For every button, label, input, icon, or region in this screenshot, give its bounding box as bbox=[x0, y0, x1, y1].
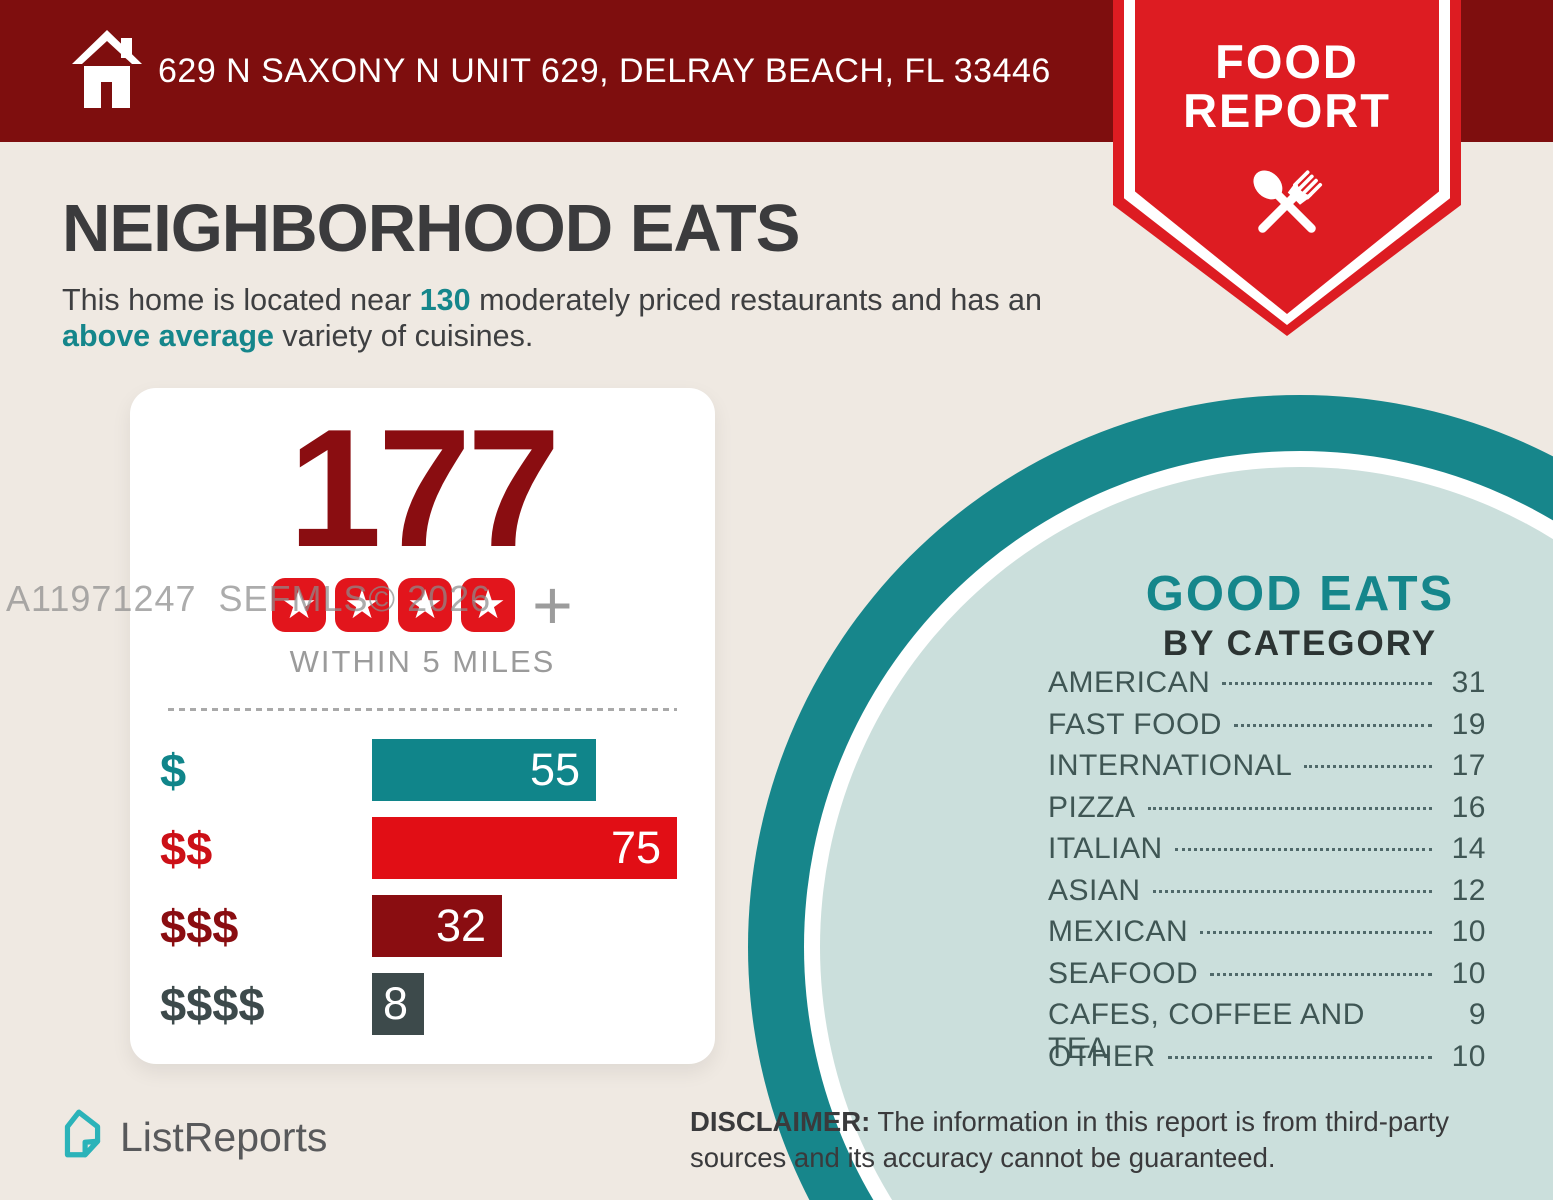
category-row: CAFES, COFFEE AND TEA 9 bbox=[1048, 998, 1486, 1065]
price-tier-bar: 8 bbox=[372, 973, 424, 1035]
total-restaurant-count: 177 bbox=[288, 394, 560, 582]
price-tier-value: 55 bbox=[529, 744, 580, 795]
price-tier-label: $$$$ bbox=[160, 977, 265, 1031]
variety-highlight: above average bbox=[62, 319, 274, 354]
intro-text-2: moderately priced restaurants and has an bbox=[470, 283, 1042, 317]
category-value: 16 bbox=[1451, 790, 1486, 824]
dotted-leader bbox=[1147, 806, 1432, 810]
category-value: 31 bbox=[1451, 666, 1486, 699]
star-rating: ★ ★ ★ ★ + bbox=[130, 566, 715, 644]
price-tier-row: $55 bbox=[160, 739, 715, 801]
category-list: AMERICAN 31 FAST FOOD 19 INTERNATIONAL 17 PIZZ… bbox=[1048, 666, 1486, 1081]
home-icon bbox=[72, 28, 142, 115]
stats-card: 177 ★ ★ ★ ★ + WITHIN 5 MILES $55 $$ 75 $$$ 32 $$$… bbox=[130, 388, 715, 1064]
property-address: 629 N SAXONY N UNIT 629, DELRAY BEACH, F… bbox=[158, 51, 1051, 90]
dashed-divider bbox=[168, 708, 677, 711]
category-value: 19 bbox=[1451, 707, 1486, 741]
category-value: 14 bbox=[1451, 832, 1486, 865]
price-tier-row: $$ 75 bbox=[160, 817, 715, 879]
intro-paragraph: This home is located near 130 moderately… bbox=[62, 282, 1092, 355]
spoon-fork-icon bbox=[1113, 150, 1461, 263]
good-eats-subtitle: BY CATEGORY bbox=[1162, 624, 1438, 663]
listreports-logo-icon bbox=[58, 1108, 106, 1167]
good-eats-title: GOOD EATS bbox=[1145, 567, 1455, 621]
disclaimer: DISCLAIMER: The information in this repo… bbox=[690, 1104, 1520, 1176]
category-value: 10 bbox=[1451, 956, 1486, 990]
price-tier-label: $$ bbox=[160, 821, 213, 875]
restaurant-count-highlight: 130 bbox=[419, 283, 471, 317]
category-label: ITALIAN bbox=[1048, 832, 1163, 865]
price-tier-value: 75 bbox=[610, 822, 661, 873]
category-row: OTHER 10 bbox=[1048, 1040, 1486, 1082]
price-tier-value: 32 bbox=[435, 900, 486, 951]
category-value: 10 bbox=[1451, 1039, 1486, 1073]
star-icon: ★ bbox=[398, 578, 453, 632]
dotted-leader bbox=[1152, 889, 1432, 893]
badge-title-line1: FOOD bbox=[1215, 35, 1359, 88]
category-value: 9 bbox=[1468, 998, 1486, 1031]
badge-content: FOOD REPORT bbox=[1113, 35, 1461, 263]
intro-text-1: This home is located near bbox=[62, 283, 420, 317]
dotted-leader bbox=[1222, 682, 1432, 685]
star-icon: ★ bbox=[461, 578, 516, 632]
category-row: MEXICAN 10 bbox=[1048, 915, 1486, 957]
badge-title-line2: REPORT bbox=[1183, 83, 1391, 137]
category-row: PIZZA 16 bbox=[1048, 791, 1486, 833]
category-row: ITALIAN 14 bbox=[1048, 832, 1486, 874]
listreports-wordmark: ListReports bbox=[120, 1114, 328, 1160]
price-tier-row: $$$$ 8 bbox=[160, 973, 715, 1035]
disclaimer-text: The information in this report is from t… bbox=[690, 1106, 1450, 1173]
dotted-leader bbox=[1233, 723, 1432, 727]
star-icon: ★ bbox=[335, 578, 390, 632]
category-label: SEAFOOD bbox=[1048, 956, 1199, 990]
dotted-leader bbox=[1174, 848, 1432, 851]
price-tier-bar: 75 bbox=[372, 817, 677, 879]
category-row: INTERNATIONAL 17 bbox=[1048, 749, 1486, 791]
category-row: AMERICAN 31 bbox=[1048, 666, 1486, 708]
price-tier-bar: 32 bbox=[372, 895, 502, 957]
dotted-leader bbox=[1200, 931, 1432, 934]
category-label: AMERICAN bbox=[1048, 666, 1211, 699]
price-tier-label: $$$ bbox=[160, 899, 239, 953]
price-tier-bar: 55 bbox=[372, 739, 596, 801]
food-report-badge: FOOD REPORT bbox=[1113, 0, 1461, 336]
category-value: 10 bbox=[1451, 915, 1486, 948]
plus-icon: + bbox=[532, 566, 573, 644]
dotted-leader bbox=[1304, 765, 1432, 768]
good-eats-heading: GOOD EATS BY CATEGORY bbox=[1050, 566, 1550, 664]
category-label: OTHER bbox=[1048, 1039, 1156, 1073]
radius-label: WITHIN 5 MILES bbox=[289, 644, 556, 679]
category-label: INTERNATIONAL bbox=[1048, 749, 1293, 782]
listreports-brand: ListReports bbox=[58, 1108, 327, 1167]
category-label: FAST FOOD bbox=[1048, 707, 1222, 741]
intro-text-3: variety of cuisines. bbox=[273, 319, 534, 354]
mls-watermark: A11971247 SEFMLS© 2026 bbox=[6, 578, 492, 619]
dotted-leader bbox=[1167, 1055, 1432, 1059]
category-value: 12 bbox=[1451, 873, 1486, 907]
category-label: CAFES, COFFEE AND TEA bbox=[1048, 998, 1365, 1065]
category-value: 17 bbox=[1451, 749, 1486, 782]
dotted-leader bbox=[1210, 972, 1432, 976]
category-row: SEAFOOD 10 bbox=[1048, 957, 1486, 999]
price-tier-row: $$$ 32 bbox=[160, 895, 715, 957]
disclaimer-label: DISCLAIMER: bbox=[690, 1106, 871, 1137]
price-tier-value: 8 bbox=[382, 978, 408, 1029]
price-tier-bar-chart: $55 $$ 75 $$$ 32 $$$$ 8 bbox=[130, 739, 715, 1035]
category-label: PIZZA bbox=[1048, 790, 1136, 824]
category-label: MEXICAN bbox=[1048, 915, 1189, 948]
category-label: ASIAN bbox=[1048, 873, 1141, 907]
good-eats-circle-ring bbox=[748, 395, 1553, 1200]
category-row: FAST FOOD 19 bbox=[1048, 708, 1486, 750]
category-row: ASIAN 12 bbox=[1048, 874, 1486, 916]
page-title: NEIGHBORHOOD EATS bbox=[62, 191, 800, 266]
star-icon: ★ bbox=[272, 578, 327, 632]
price-tier-label: $ bbox=[160, 743, 187, 797]
